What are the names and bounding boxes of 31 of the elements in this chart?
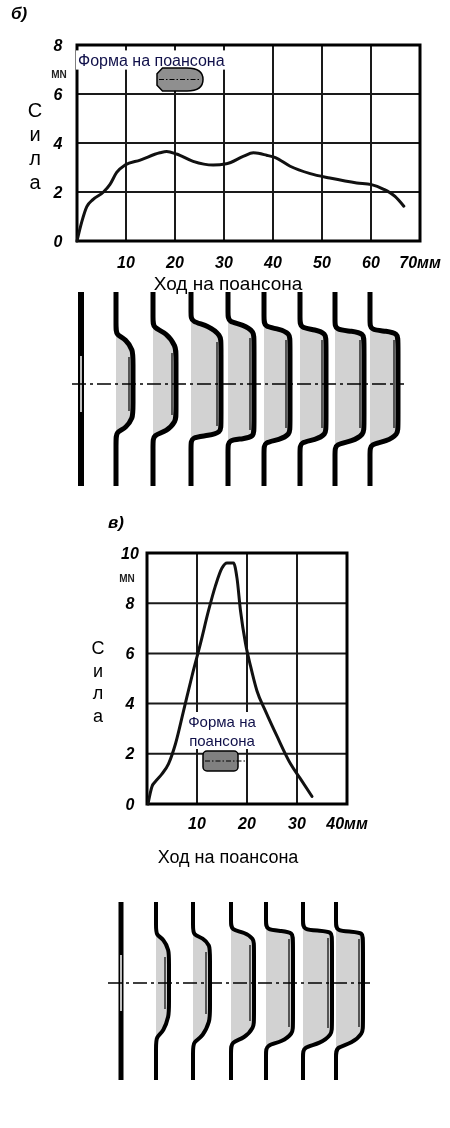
text: MN — [51, 68, 67, 80]
x-axis-title: Ход на поансона — [157, 847, 300, 867]
chart-title: в) — [108, 512, 125, 532]
annotation: Форма на поансона — [78, 51, 225, 69]
y-axis-title: Сила — [91, 638, 105, 726]
x-tick-label: 70мм — [399, 253, 441, 271]
y-tick-label: 4 — [52, 134, 63, 152]
y-tick-label: 2 — [52, 183, 63, 201]
y-tick-label: 6 — [53, 85, 63, 103]
annotation: Форма на поансона — [188, 712, 257, 749]
y-tick-label: 2 — [124, 745, 135, 763]
x-tick-label: 50 — [313, 253, 331, 271]
x-tick-label: 40мм — [325, 814, 368, 832]
y-tick-label: 8 — [53, 36, 63, 54]
x-tick-label: 30 — [288, 814, 306, 832]
y-tick-label: 8 — [125, 594, 135, 612]
x-tick-label: 10 — [188, 814, 206, 832]
x-tick-label: 60 — [362, 253, 380, 271]
x-tick-label: 30 — [215, 253, 233, 271]
x-tick-label: 40 — [263, 253, 282, 271]
x-tick-label: 20 — [237, 814, 256, 832]
x-axis-title: Ход на поансона — [153, 272, 303, 294]
text: MN — [119, 572, 135, 584]
chart-title: б) — [10, 3, 28, 23]
y-axis-title: Сила — [27, 99, 43, 193]
y-tick-label: 6 — [125, 644, 135, 662]
y-tick-label: 0 — [125, 795, 135, 813]
y-tick-label: 0 — [53, 232, 63, 250]
x-tick-label: 20 — [165, 253, 184, 271]
y-tick-label: 10 — [121, 544, 139, 562]
y-tick-label: 4 — [124, 695, 135, 713]
